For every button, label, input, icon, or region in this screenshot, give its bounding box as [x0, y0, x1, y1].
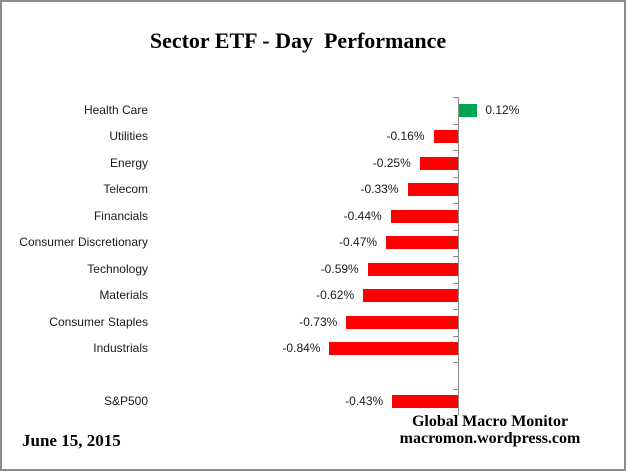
- attribution-source: Global Macro Monitor: [411, 413, 569, 430]
- bar-s-p500: [392, 395, 458, 408]
- value-label-health-care: 0.12%: [485, 102, 520, 117]
- value-label-utilities: -0.16%: [386, 129, 425, 143]
- bar-telecom: [407, 183, 458, 196]
- axis-tick: [453, 283, 458, 284]
- axis-tick: [453, 150, 458, 151]
- attribution-url: macromon.wordpress.com: [399, 430, 581, 447]
- category-label-materials: Materials: [99, 288, 148, 302]
- category-label-utilities: Utilities: [109, 129, 148, 143]
- bar-technology: [367, 262, 458, 276]
- axis-tick: [453, 230, 458, 231]
- category-label-energy: Energy: [109, 155, 148, 170]
- axis-tick: [453, 415, 458, 416]
- category-axis: [458, 97, 459, 415]
- bar-financials: [390, 209, 458, 223]
- axis-tick: [453, 362, 458, 363]
- bar-health-care: [459, 103, 478, 117]
- value-label-industrials: -0.84%: [282, 341, 321, 355]
- axis-tick: [453, 389, 458, 390]
- bar-industrials: [329, 342, 458, 355]
- axis-tick: [453, 309, 458, 310]
- category-label-financials: Financials: [93, 208, 148, 223]
- axis-tick: [453, 203, 458, 204]
- bar-materials: [363, 289, 458, 302]
- bar-energy: [419, 156, 458, 170]
- category-label-consumer-staples: Consumer Staples: [49, 314, 148, 329]
- category-label-s-p500: S&P500: [103, 394, 148, 408]
- bar-utilities: [433, 130, 458, 143]
- category-label-consumer-discretionary: Consumer Discretionary: [19, 235, 148, 249]
- value-label-energy: -0.25%: [372, 155, 411, 170]
- axis-tick: [453, 336, 458, 337]
- value-label-financials: -0.44%: [343, 208, 382, 223]
- category-label-technology: Technology: [87, 261, 148, 276]
- axis-tick: [453, 97, 458, 98]
- category-label-health-care: Health Care: [83, 102, 148, 117]
- axis-tick: [453, 124, 458, 125]
- bar-consumer-staples: [346, 315, 458, 329]
- value-label-consumer-discretionary: -0.47%: [339, 235, 378, 249]
- chart-title: Sector ETF - Day Performance: [149, 28, 447, 53]
- axis-tick: [453, 177, 458, 178]
- bar-consumer-discretionary: [386, 236, 458, 249]
- value-label-s-p500: -0.43%: [345, 394, 384, 408]
- attribution-block: Global Macro Monitor macromon.wordpress.…: [378, 413, 602, 447]
- value-label-technology: -0.59%: [320, 261, 359, 276]
- value-label-consumer-staples: -0.73%: [299, 314, 338, 329]
- value-label-telecom: -0.33%: [360, 182, 399, 196]
- axis-tick: [453, 256, 458, 257]
- category-label-telecom: Telecom: [103, 182, 148, 196]
- date-label: June 15, 2015: [22, 431, 121, 450]
- category-label-industrials: Industrials: [93, 341, 148, 355]
- value-label-materials: -0.62%: [316, 288, 355, 302]
